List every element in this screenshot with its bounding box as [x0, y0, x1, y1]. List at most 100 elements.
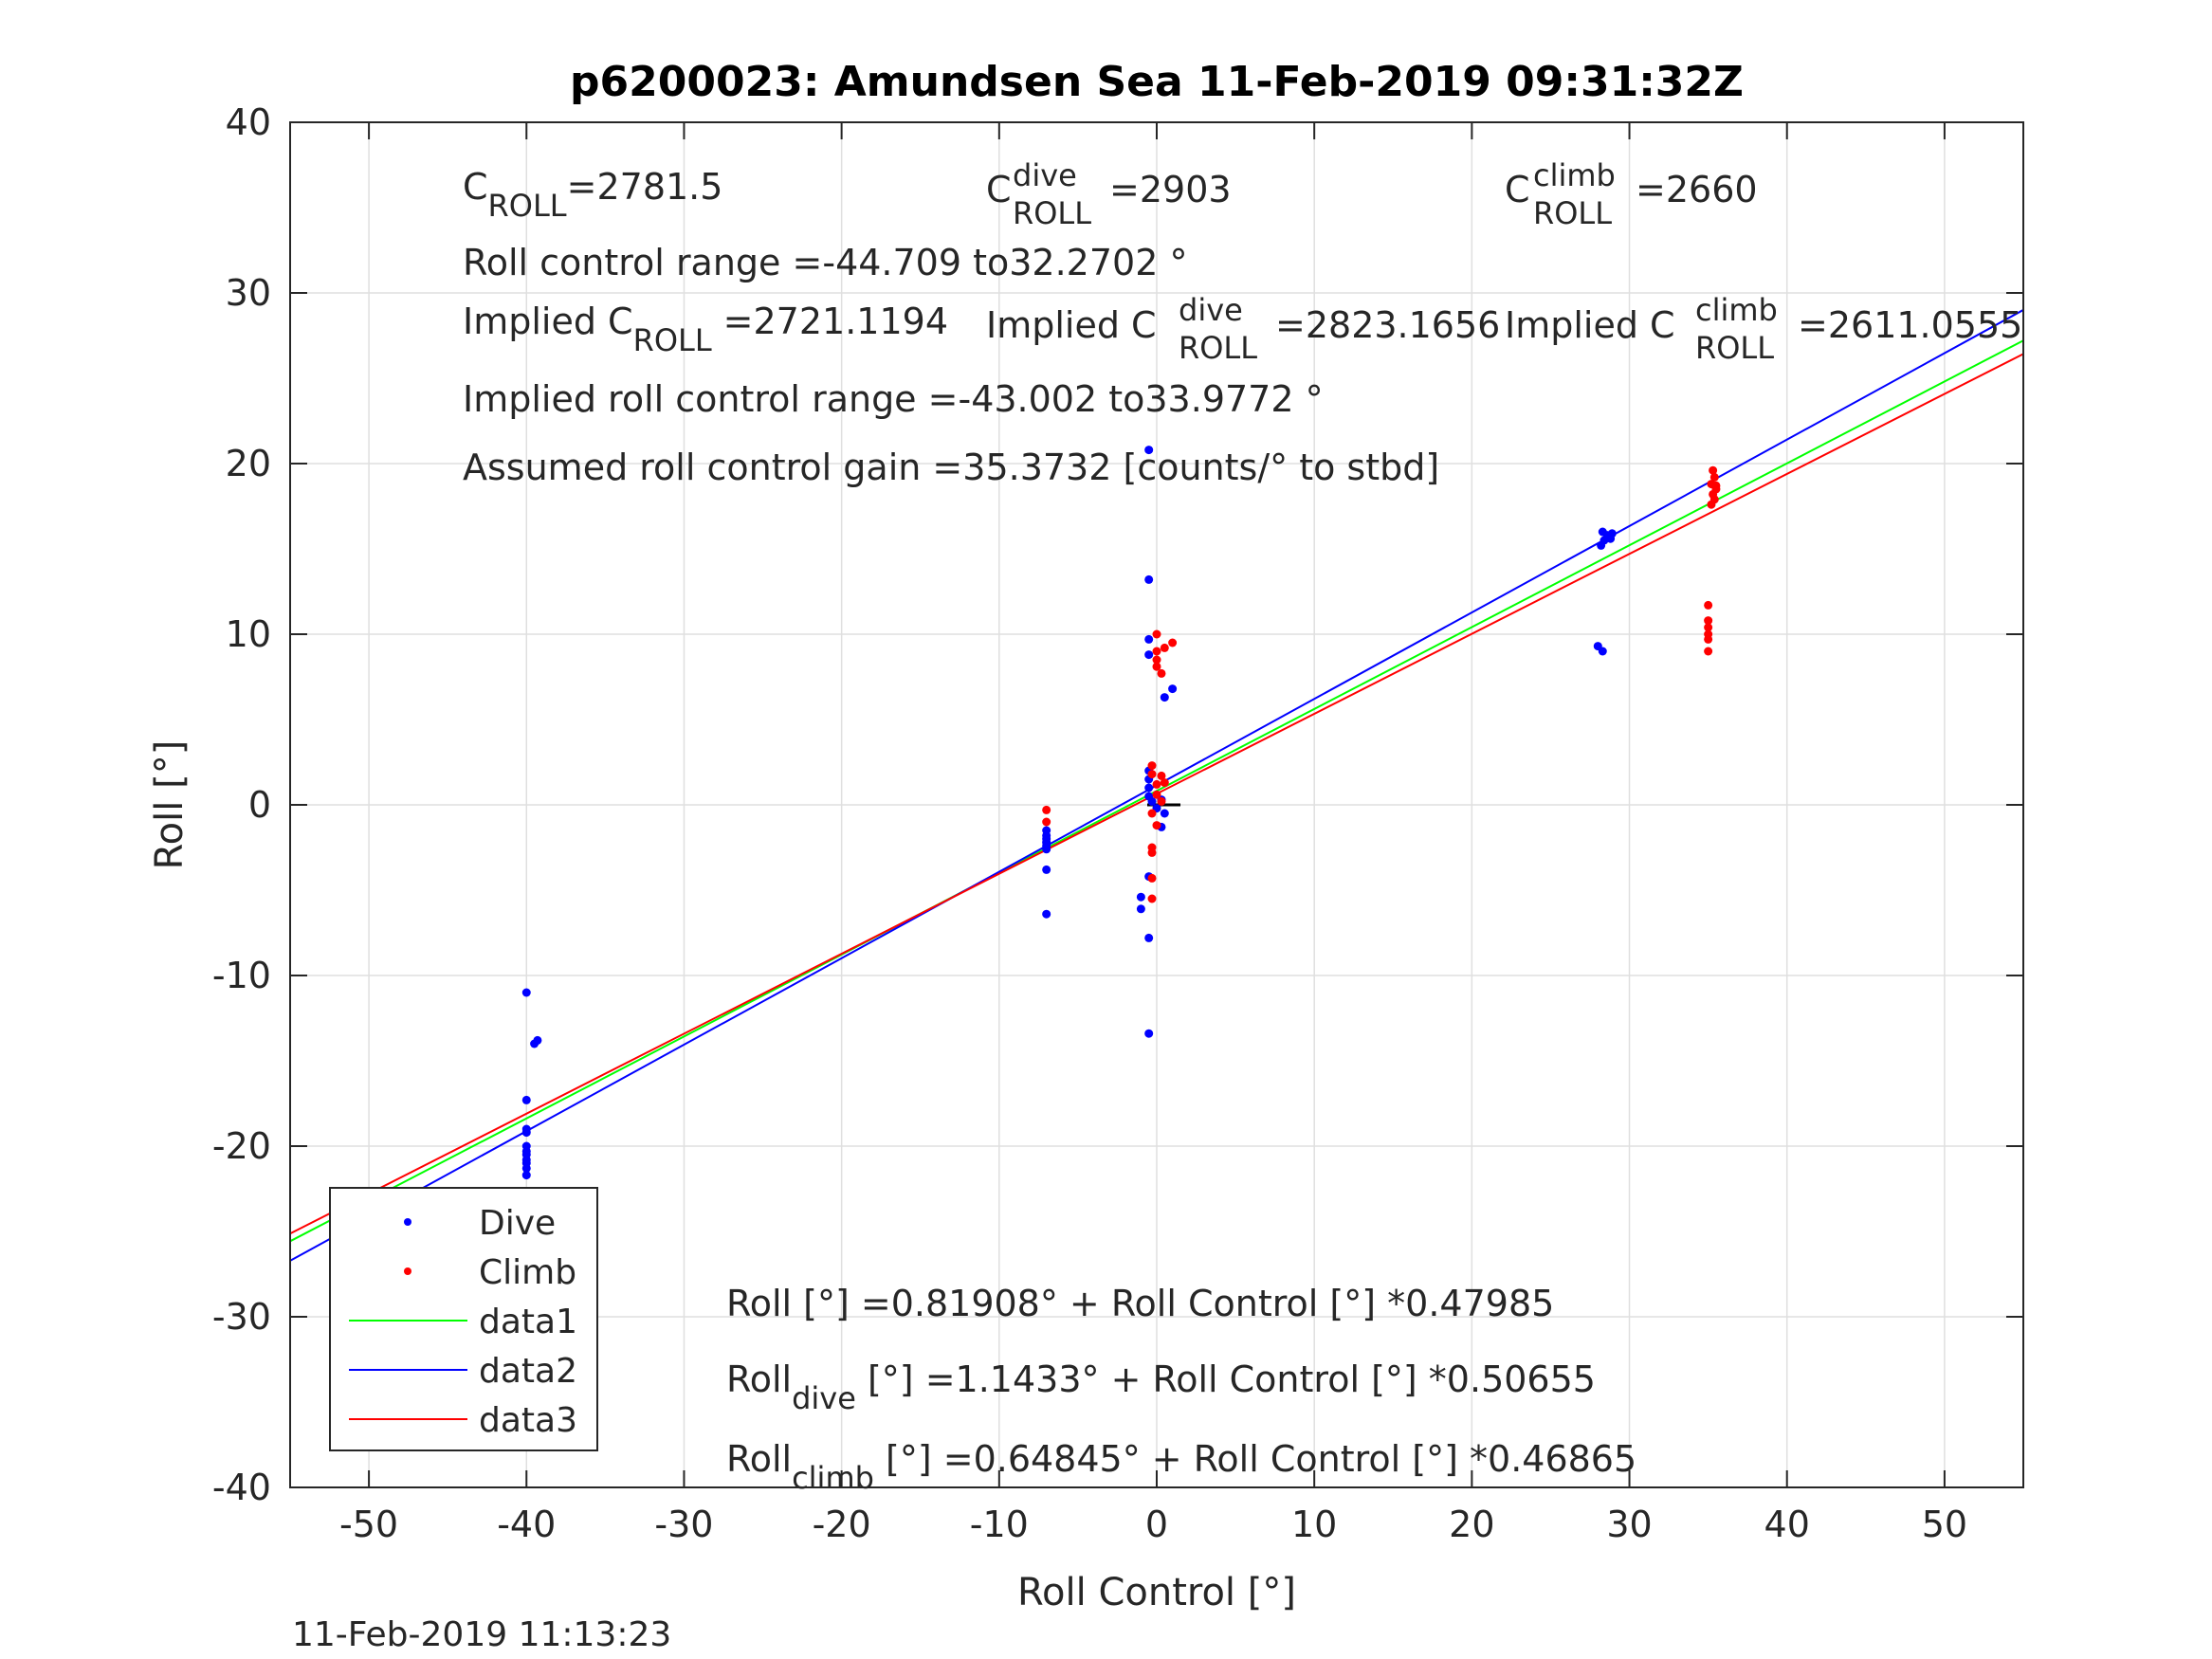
climb-point	[1704, 634, 1713, 644]
climb-point	[1704, 600, 1713, 610]
legend-label-data2: data2	[479, 1352, 577, 1391]
equation-climb: Rollclimb [°] =0.64845° + Roll Control […	[726, 1438, 1636, 1496]
c-roll-annotation: CROLL=2781.5	[463, 166, 722, 224]
dive-point	[1144, 783, 1154, 793]
equation-dive-sub: dive	[792, 1380, 856, 1416]
roll-control-range: Roll control range =-44.709 to32.2702 °	[463, 242, 1187, 283]
implied-c-roll-climb-sup: climb	[1695, 292, 1778, 328]
c-roll-dive-sup: dive	[1013, 157, 1077, 193]
tick-labels: -50 -40 -30 -20 -10 0 10 20 30 40 50 -40 -30 -20 -10 0 1…	[212, 101, 1967, 1545]
c-roll-dive-annotation: C	[986, 169, 1012, 210]
dive-point	[1042, 845, 1051, 854]
climb-point	[1042, 817, 1051, 827]
dive-point	[1147, 796, 1157, 806]
implied-c-roll-dive-sup: dive	[1179, 292, 1243, 328]
equation-all: Roll [°] =0.81908° + Roll Control [°] *0…	[726, 1283, 1554, 1324]
equation-dive-rest: [°] =1.1433° + Roll Control [°] *0.50655	[856, 1358, 1596, 1400]
implied-c-roll-climb-sub: ROLL	[1695, 330, 1774, 366]
c-roll-climb-value: =2660	[1636, 169, 1758, 210]
climb-point	[1709, 472, 1719, 482]
dive-point	[1144, 574, 1154, 584]
dive-point	[1042, 826, 1051, 835]
dive-point	[521, 1128, 531, 1138]
dive-point	[1042, 865, 1051, 874]
climb-point	[1152, 662, 1161, 671]
dive-point	[1144, 1029, 1154, 1038]
climb-point	[1152, 790, 1161, 799]
implied-c-roll-value: =2721.1194	[723, 301, 948, 342]
dive-point	[1168, 684, 1178, 694]
c-roll-climb-annotation: C	[1505, 169, 1530, 210]
y-tick-label: -20	[212, 1125, 271, 1167]
legend-marker-dive	[404, 1218, 411, 1226]
equation-climb-main: Roll	[726, 1438, 792, 1480]
dive-point	[521, 1163, 531, 1173]
x-tick-label: 40	[1764, 1504, 1810, 1545]
dive-point	[1144, 634, 1154, 644]
climb-point	[1160, 643, 1169, 652]
implied-c-roll-sub: ROLL	[633, 322, 712, 358]
x-tick-label: 30	[1606, 1504, 1652, 1545]
dive-point	[1160, 693, 1169, 702]
dive-point	[1607, 529, 1617, 538]
x-tick-label: -10	[970, 1504, 1029, 1545]
dive-point	[521, 1095, 531, 1104]
climb-point	[1704, 616, 1713, 626]
dive-point	[521, 988, 531, 997]
dive-point	[1144, 446, 1154, 455]
equation-climb-rest: [°] =0.64845° + Roll Control [°] *0.4686…	[874, 1438, 1636, 1480]
climb-point	[1157, 796, 1166, 806]
x-tick-label: 20	[1449, 1504, 1494, 1545]
y-axis-label: Roll [°]	[148, 740, 192, 870]
y-tick-label: -30	[212, 1296, 271, 1338]
climb-point	[1160, 778, 1169, 788]
legend-marker-climb	[404, 1267, 411, 1275]
climb-point	[1147, 873, 1157, 883]
dive-point	[1598, 527, 1607, 537]
climb-point	[1168, 638, 1178, 647]
c-roll-main: C	[463, 166, 488, 208]
dive-point	[1160, 809, 1169, 818]
c-roll-climb-main: C	[1505, 169, 1530, 210]
legend-label-climb: Climb	[479, 1253, 576, 1292]
c-roll-value: =2781.5	[567, 166, 723, 208]
climb-point	[1152, 821, 1161, 830]
implied-c-roll-dive-main: Implied C	[986, 304, 1157, 346]
roll-control-gain: Assumed roll control gain =35.3732 [coun…	[463, 447, 1439, 488]
climb-point	[1152, 655, 1161, 665]
axis-ticks	[290, 121, 2023, 1488]
climb-point	[1707, 500, 1716, 509]
x-tick-label: -40	[497, 1504, 556, 1545]
climb-point	[1709, 465, 1718, 475]
c-roll-dive-main: C	[986, 169, 1012, 210]
x-tick-label: -30	[654, 1504, 713, 1545]
dive-point	[1144, 650, 1154, 660]
climb-point	[1147, 809, 1157, 818]
climb-point	[1152, 647, 1161, 656]
dive-point	[521, 1171, 531, 1180]
c-roll-dive-sub: ROLL	[1013, 195, 1091, 231]
implied-range: Implied roll control range =-43.002 to33…	[463, 378, 1324, 420]
climb-point	[1704, 623, 1713, 632]
climb-point	[1157, 771, 1166, 780]
climb-point	[1147, 848, 1157, 857]
implied-c-roll-main: Implied C	[463, 301, 633, 342]
dive-point	[1136, 892, 1145, 902]
y-tick-label: 10	[226, 613, 271, 655]
implied-c-roll-dive-sub: ROLL	[1179, 330, 1257, 366]
climb-point	[1147, 894, 1157, 903]
dive-point	[1598, 647, 1607, 656]
y-tick-label: 20	[226, 443, 271, 484]
legend-label-data1: data1	[479, 1303, 577, 1341]
legend-box	[329, 1187, 598, 1451]
x-tick-label: 0	[1145, 1504, 1168, 1545]
c-roll-sub: ROLL	[488, 188, 567, 224]
x-tick-label: -50	[339, 1504, 398, 1545]
climb-point	[1147, 761, 1157, 771]
dive-point	[533, 1035, 542, 1045]
y-tick-label: 40	[226, 101, 271, 143]
climb-point	[1147, 770, 1157, 779]
implied-c-roll-climb-main: Implied C	[1505, 304, 1675, 346]
climb-point	[1704, 647, 1713, 656]
